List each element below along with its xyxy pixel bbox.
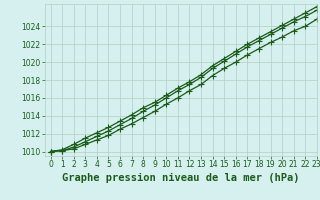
X-axis label: Graphe pression niveau de la mer (hPa): Graphe pression niveau de la mer (hPa) [62, 173, 300, 183]
